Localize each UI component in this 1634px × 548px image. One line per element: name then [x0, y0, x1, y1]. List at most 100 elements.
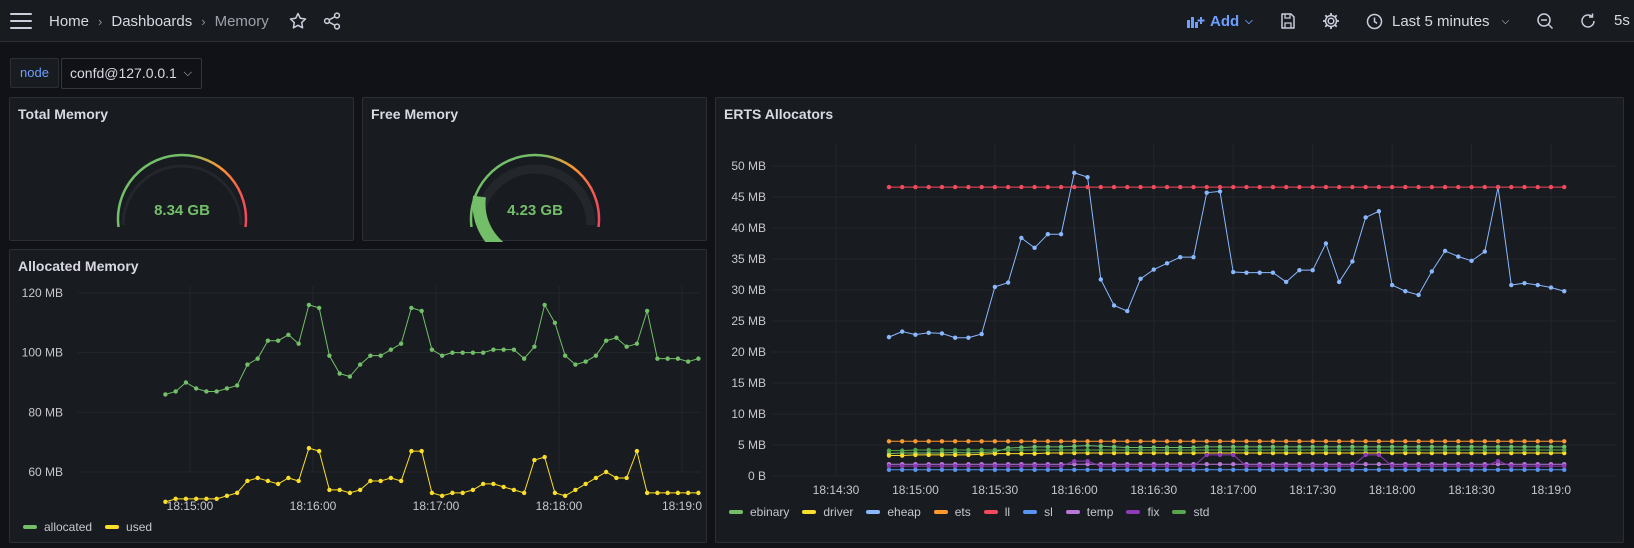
data-point-std [1138, 447, 1143, 453]
data-point-driver [1283, 450, 1289, 456]
legend-item-allocated[interactable]: allocated [23, 520, 92, 534]
data-point-driver [1548, 450, 1554, 456]
legend-swatch [933, 510, 948, 514]
data-point-allocated [265, 338, 271, 343]
data-point-allocated [398, 341, 404, 346]
gear-icon[interactable] [1321, 11, 1341, 31]
data-point-fix [1310, 463, 1315, 469]
data-point-used [480, 481, 486, 487]
legend-item-sl[interactable]: sl [1023, 505, 1053, 519]
data-point-driver [900, 453, 905, 458]
data-point-driver [1323, 450, 1329, 456]
data-point-ets [1244, 439, 1249, 444]
add-panel-icon [1187, 17, 1205, 28]
legend-item-eheap[interactable]: eheap [866, 505, 921, 519]
legend-item-ets[interactable]: ets [933, 505, 971, 519]
legend-item-ll[interactable]: ll [983, 505, 1010, 519]
data-point-fix [1389, 463, 1395, 469]
data-point-used [501, 484, 506, 490]
add-button[interactable]: Add ⌵ [1186, 0, 1253, 42]
data-point-driver [1416, 450, 1421, 456]
node-variable-select[interactable]: confd@127.0.0.1 ⌵ [61, 58, 202, 89]
legend-item-temp[interactable]: temp [1065, 505, 1113, 519]
panel-erts-allocators[interactable]: ERTS Allocators 0 B 5 MB 10 MB 15 MB 20 MB 25… [715, 97, 1624, 543]
data-point-allocated [470, 350, 476, 355]
save-icon[interactable] [1278, 11, 1298, 31]
data-point-sl [913, 467, 918, 472]
series-line-eheap [888, 172, 1565, 339]
legend-item-used[interactable]: used [105, 520, 152, 534]
data-point-driver [1535, 450, 1540, 456]
data-point-ll [1191, 184, 1196, 190]
data-point-ll [1429, 184, 1435, 190]
panel-free-memory[interactable]: Free Memory 4.23 GB [362, 97, 707, 242]
zoom-out-icon[interactable] [1535, 11, 1555, 31]
time-range-picker[interactable]: Last 5 minutes ⌵ [1366, 0, 1509, 42]
data-point-used [316, 448, 322, 454]
data-point-fix [1244, 463, 1249, 469]
data-point-std [1072, 447, 1077, 453]
data-point-sl [1403, 467, 1408, 472]
data-point-ebinary [1376, 444, 1382, 450]
data-point-ll [1045, 184, 1051, 190]
gauge-threshold-arc [469, 153, 601, 228]
data-point-std [1336, 447, 1342, 453]
series-line-driver [888, 452, 1565, 457]
data-point-std [1363, 447, 1368, 453]
data-point-ll [1111, 184, 1117, 190]
star-icon[interactable] [288, 11, 308, 31]
gauge-value: 4.23 GB [507, 202, 563, 219]
x-axis-tick-label: 18:16:30 [1130, 483, 1177, 497]
data-point-std [886, 448, 892, 453]
data-point-eheap [1297, 267, 1302, 273]
data-point-ll [1178, 184, 1183, 190]
legend-item-std[interactable]: std [1172, 505, 1209, 519]
data-point-ll [1231, 184, 1236, 190]
data-point-std [1164, 447, 1170, 453]
clock-icon [1366, 13, 1383, 29]
panel-allocated-memory[interactable]: Allocated Memory 60 MB 80 MB 100 MB 120 MB 1… [9, 249, 707, 543]
data-point-std [1019, 447, 1024, 453]
data-point-ebinary [1058, 444, 1064, 450]
data-point-ets [1005, 439, 1011, 444]
data-point-allocated [634, 341, 640, 346]
data-point-std [979, 447, 984, 453]
data-point-sl [1535, 467, 1540, 472]
data-point-driver [1429, 450, 1435, 456]
legend-item-driver[interactable]: driver [802, 505, 853, 519]
menu-icon[interactable] [10, 13, 32, 29]
data-point-allocated [665, 356, 670, 361]
data-point-ebinary [1482, 444, 1487, 450]
data-point-allocated [245, 362, 250, 367]
data-point-allocated [562, 353, 568, 358]
data-point-ebinary [1231, 444, 1236, 450]
data-point-sl [1429, 467, 1435, 472]
data-point-ebinary [1548, 444, 1554, 450]
data-point-ll [1403, 184, 1408, 190]
data-point-sl [1204, 467, 1209, 472]
refresh-interval-picker[interactable]: 5s [1614, 12, 1630, 29]
data-point-fix [1151, 463, 1156, 469]
data-point-allocated [378, 353, 383, 358]
data-point-ets [1363, 439, 1368, 444]
breadcrumb-dashboards[interactable]: Dashboards [111, 12, 193, 30]
data-point-eheap [992, 284, 998, 290]
data-point-fix [1376, 452, 1382, 458]
data-point-ets [1111, 439, 1117, 444]
data-point-std [939, 447, 945, 453]
data-point-driver [1562, 450, 1567, 456]
data-point-eheap [1244, 270, 1249, 275]
legend-item-fix[interactable]: fix [1126, 505, 1159, 519]
data-point-ets [1389, 439, 1395, 444]
data-point-ll [1125, 184, 1130, 190]
panel-total-memory[interactable]: Total Memory 8.34 GB [9, 97, 354, 241]
data-point-driver [1019, 451, 1024, 456]
x-axis-tick-label: 18:18:00 [536, 499, 583, 513]
data-point-ets [1416, 439, 1421, 444]
data-point-fix [1270, 463, 1276, 469]
legend-label: used [126, 520, 153, 534]
refresh-icon[interactable] [1578, 11, 1598, 31]
legend-item-ebinary[interactable]: ebinary [729, 505, 789, 519]
share-icon[interactable] [322, 11, 342, 31]
breadcrumb-home[interactable]: Home [49, 12, 90, 30]
